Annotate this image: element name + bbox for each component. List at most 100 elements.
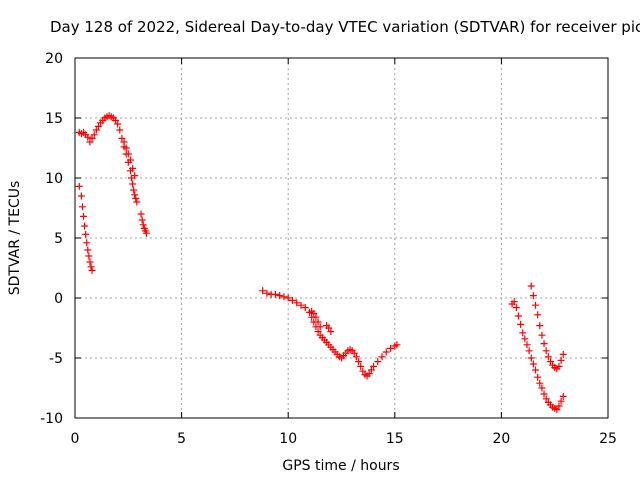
data-point [293,299,301,307]
data-point [284,294,292,302]
data-point [534,373,542,381]
data-point [94,122,102,130]
data-point [382,348,390,356]
data-point [88,134,96,142]
chart-title: Day 128 of 2022, Sidereal Day-to-day VTE… [50,18,640,36]
data-point [138,216,146,224]
data-point [536,379,544,387]
data-point [84,246,92,254]
data-point [367,366,375,374]
data-point [544,353,552,361]
data-point [559,392,567,400]
y-tick-label: -10 [40,411,63,427]
data-point [519,329,527,337]
data-point [521,335,529,343]
data-point [84,133,92,141]
data-point [259,287,267,295]
x-tick-label: 20 [492,431,510,447]
data-point [546,358,554,366]
data-point [357,362,365,370]
data-point [512,304,520,312]
data-point [314,328,322,336]
data-point [555,402,563,410]
data-point [540,340,548,348]
y-tick-label: 5 [54,231,63,247]
data-point [557,397,565,405]
data-point [529,292,537,300]
data-point [378,353,386,361]
data-point [81,222,89,230]
data-point [532,366,540,374]
data-point [557,356,565,364]
series-seg-b [75,112,141,206]
data-point [314,318,322,326]
y-axis-label: SDTVAR / TECUs [7,181,23,296]
data-point [532,301,540,309]
x-tick-label: 0 [71,431,80,447]
data-point [327,328,335,336]
data-point [510,298,518,306]
data-point [86,138,94,146]
x-tick-label: 5 [177,431,186,447]
data-point [78,203,86,211]
data-point [83,239,91,247]
data-point [301,304,309,312]
data-point [312,313,320,321]
data-point [527,282,535,290]
data-point [130,186,138,194]
data-point [316,323,324,331]
data-point [365,370,373,378]
data-point [536,322,544,330]
data-point [114,120,122,128]
data-point [523,341,531,349]
data-point [352,353,360,361]
data-point [538,331,546,339]
data-point [112,116,120,124]
y-tick-label: -5 [49,351,63,367]
data-point [118,134,126,142]
series-seg-c [120,138,139,180]
data-point [85,252,93,260]
data-point [137,210,145,218]
data-point [529,360,537,368]
data-point [553,406,561,414]
data-point [92,126,100,134]
data-point [527,354,535,362]
data-point [534,311,542,319]
data-point [280,293,288,301]
data-point [133,198,141,206]
data-point [542,347,550,355]
y-tick-label: 20 [45,51,63,67]
data-point [271,290,279,298]
data-point [538,384,546,392]
data-point [116,126,124,134]
data-point [355,358,363,366]
data-point [124,150,132,158]
series-seg-i [527,282,567,373]
data-point [542,395,550,403]
data-point [142,229,150,237]
data-point [276,292,284,300]
data-point [88,266,96,274]
data-point [90,131,98,139]
data-point [310,310,318,318]
data-point [139,221,147,229]
data-point [359,367,367,375]
data-point [129,164,137,172]
x-tick-label: 25 [599,431,617,447]
data-point [120,138,128,146]
data-point [87,263,95,271]
data-point [559,350,567,358]
data-point [263,289,271,297]
series-seg-a [75,182,96,274]
data-point [288,296,296,304]
data-point [82,230,90,238]
y-tick-label: 10 [45,171,63,187]
points-layer [75,112,567,414]
data-point [132,194,140,202]
data-point [129,180,137,188]
data-point [525,347,533,355]
data-point [131,191,139,199]
